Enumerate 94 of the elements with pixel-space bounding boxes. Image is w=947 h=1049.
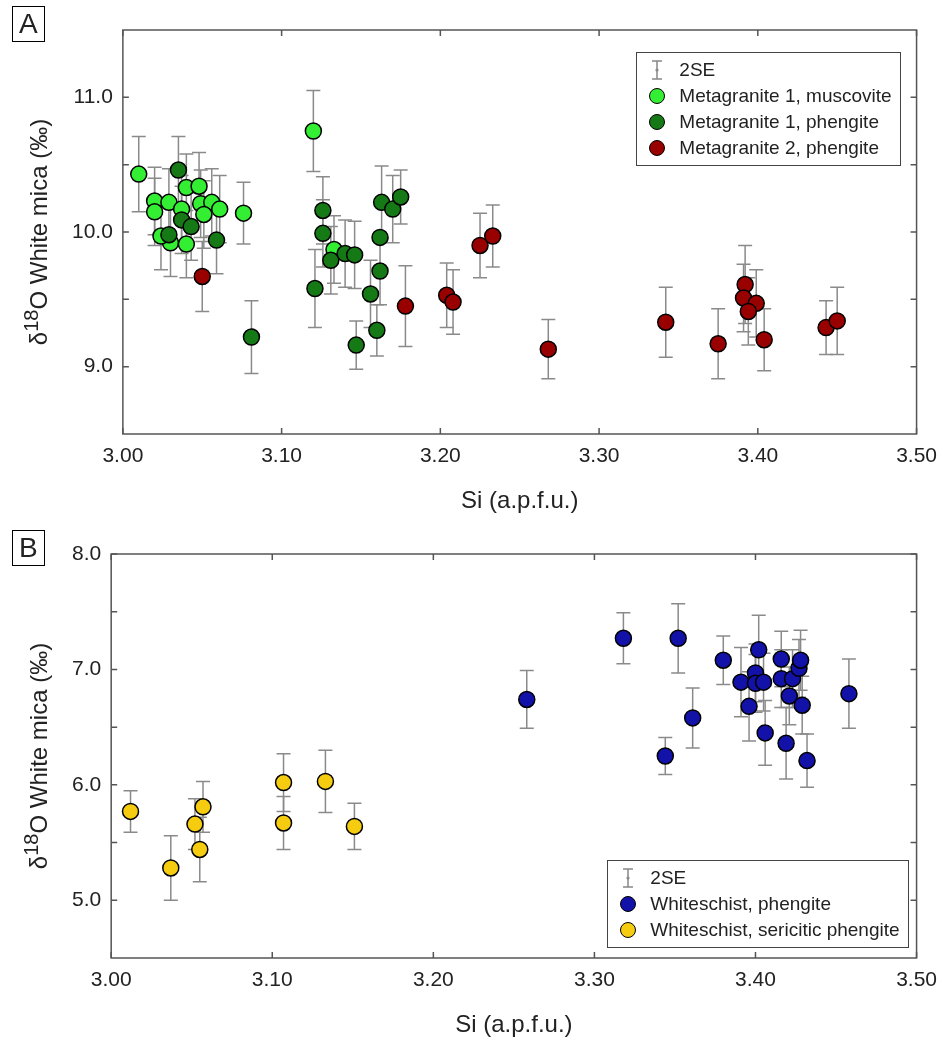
y-tick-label: 11.0 <box>73 84 113 108</box>
point <box>145 203 164 221</box>
point <box>242 328 261 346</box>
x-tick-label: 3.30 <box>578 443 620 467</box>
x-tick-label: 3.00 <box>90 967 132 991</box>
x-axis-title: Si (a.p.f.u.) <box>461 486 579 514</box>
y-tick-label: 9.0 <box>83 353 113 377</box>
point <box>840 684 858 703</box>
point <box>828 312 846 330</box>
x-tick-label: 3.50 <box>896 443 937 467</box>
point <box>345 246 364 264</box>
point <box>793 696 811 714</box>
point <box>614 629 633 648</box>
x-tick-label: 3.30 <box>573 967 615 991</box>
point <box>195 205 213 224</box>
point <box>314 201 332 220</box>
point <box>739 302 758 321</box>
point <box>162 859 180 877</box>
point <box>345 817 364 836</box>
y-tick-label: 5.0 <box>71 887 102 911</box>
point <box>194 798 212 816</box>
point <box>396 297 415 315</box>
legend-title: 2SE <box>650 867 687 889</box>
point <box>207 231 226 249</box>
point <box>347 336 365 354</box>
point <box>756 724 774 742</box>
legend-title: 2SE <box>679 59 716 81</box>
x-tick-label: 3.50 <box>896 967 937 991</box>
point <box>709 335 727 353</box>
point <box>383 200 402 218</box>
point <box>755 330 773 349</box>
point <box>234 204 253 222</box>
point <box>471 236 489 255</box>
point <box>169 161 188 179</box>
point <box>121 802 140 821</box>
legend-label: Metagranite 1, phengite <box>679 111 879 133</box>
point <box>518 690 536 709</box>
point <box>304 122 323 140</box>
point <box>191 840 209 859</box>
chart-title: A <box>12 6 45 42</box>
x-tick-label: 3.00 <box>102 443 144 467</box>
x-tick-label: 3.40 <box>737 443 779 467</box>
point <box>316 772 335 791</box>
legend-label: Metagranite 2, phengite <box>679 137 879 159</box>
x-axis-title: Si (a.p.f.u.) <box>455 1010 573 1038</box>
x-tick-label: 3.20 <box>419 443 461 467</box>
y-tick-label: 10.0 <box>72 218 113 242</box>
point <box>322 251 340 270</box>
point <box>160 225 178 244</box>
point <box>444 293 462 311</box>
point <box>186 815 204 833</box>
point <box>683 709 702 727</box>
point <box>391 188 410 206</box>
point <box>777 734 795 753</box>
point <box>732 673 750 691</box>
point <box>368 321 386 340</box>
point <box>361 285 380 303</box>
y-tick-label: 8.0 <box>71 540 102 564</box>
point <box>657 313 675 331</box>
point <box>193 267 211 286</box>
point <box>177 235 196 253</box>
x-tick-label: 3.40 <box>735 967 776 991</box>
point <box>160 193 178 212</box>
point <box>306 279 324 298</box>
point <box>483 227 502 245</box>
point <box>314 224 332 243</box>
point <box>740 697 758 716</box>
point <box>772 650 791 668</box>
point <box>798 751 816 770</box>
point <box>780 687 799 705</box>
x-tick-label: 3.10 <box>251 967 293 991</box>
point <box>190 177 208 195</box>
point <box>274 773 293 792</box>
point <box>749 641 768 659</box>
y-tick-label: 6.0 <box>71 771 102 795</box>
point <box>656 747 675 765</box>
point <box>130 165 148 183</box>
point <box>714 651 733 669</box>
x-tick-label: 3.20 <box>412 967 454 991</box>
point <box>669 629 687 648</box>
chart-title: B <box>12 530 45 566</box>
point <box>210 200 229 218</box>
x-tick-label: 3.10 <box>261 443 303 467</box>
point <box>371 262 389 280</box>
y-tick-label: 7.0 <box>71 656 102 680</box>
point <box>274 814 293 832</box>
legend-label: Metagranite 1, muscovite <box>679 85 892 107</box>
point <box>539 340 558 358</box>
point <box>754 673 773 691</box>
point <box>182 217 200 236</box>
point <box>791 651 810 669</box>
legend-label: Whiteschist, phengite <box>650 893 831 915</box>
point <box>371 228 389 247</box>
legend-label: Whiteschist, sericitic phengite <box>650 919 900 941</box>
